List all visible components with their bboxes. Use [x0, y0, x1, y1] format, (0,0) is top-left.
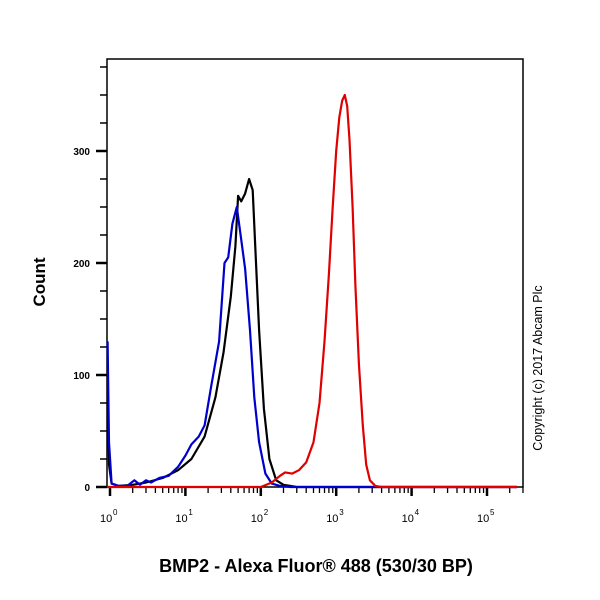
series-isotype-control — [106, 205, 517, 489]
x-tick-label: 105 — [477, 508, 495, 525]
svg-text:1: 1 — [188, 508, 193, 517]
series-lines — [106, 93, 517, 489]
series-bmp2-antibody — [107, 93, 517, 489]
svg-text:10: 10 — [477, 513, 489, 525]
svg-text:3: 3 — [339, 508, 344, 517]
x-tick-label: 103 — [326, 508, 344, 525]
y-tick-label: 200 — [73, 259, 90, 270]
x-tick-label: 104 — [402, 508, 420, 525]
y-tick-label: 300 — [73, 147, 90, 158]
x-tick-label: 102 — [251, 508, 269, 525]
x-tick-label: 100 — [100, 508, 118, 525]
plot-frame — [106, 58, 524, 488]
svg-text:10: 10 — [175, 513, 187, 525]
y-axis-label: Count — [30, 257, 49, 307]
svg-text:10: 10 — [251, 513, 263, 525]
svg-text:10: 10 — [100, 513, 112, 525]
series-unlabelled-control — [106, 177, 517, 489]
y-tick-label: 0 — [84, 483, 90, 494]
svg-text:0: 0 — [113, 508, 118, 517]
y-tick-label: 100 — [73, 371, 90, 382]
x-axis-label: BMP2 - Alexa Fluor® 488 (530/30 BP) — [159, 556, 473, 576]
svg-text:10: 10 — [402, 513, 414, 525]
copyright-annotation: Copyright (c) 2017 Abcam Plc — [531, 285, 545, 451]
x-tick-label: 101 — [175, 508, 193, 525]
y-axis: 0 100 200 300 — [73, 66, 107, 494]
svg-text:4: 4 — [415, 508, 420, 517]
svg-text:2: 2 — [264, 508, 269, 517]
svg-text:5: 5 — [490, 508, 495, 517]
svg-text:10: 10 — [326, 513, 338, 525]
